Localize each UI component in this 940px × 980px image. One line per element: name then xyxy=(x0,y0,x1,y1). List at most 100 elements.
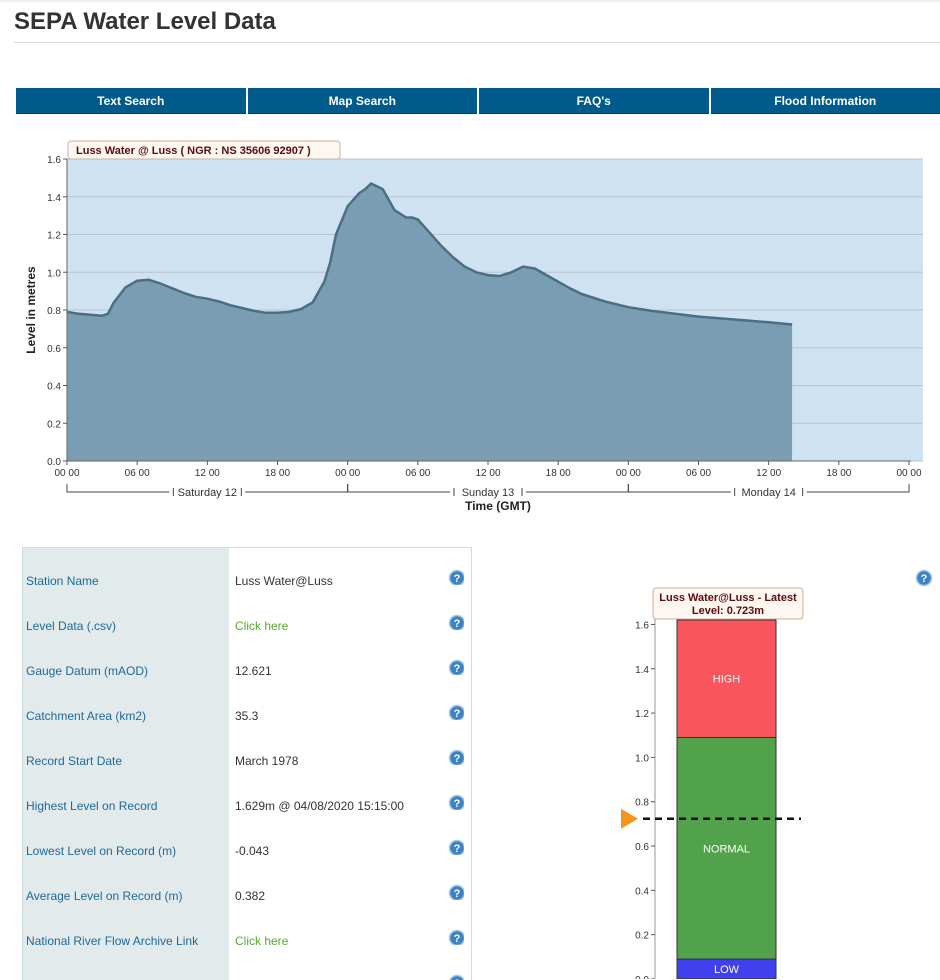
gauge-y-tick-label: 1.6 xyxy=(635,620,649,631)
gauge-y-tick-label: 0.2 xyxy=(635,931,649,942)
latest-level-gauge-chart: 0.00.20.40.60.81.01.21.41.6LOWNORMALHIGH… xyxy=(600,575,940,979)
help-icon[interactable]: ? xyxy=(448,659,464,675)
level-band-label: NORMAL xyxy=(703,843,750,855)
nav-map-search[interactable]: Map Search xyxy=(248,88,478,114)
help-icon-glyph: ? xyxy=(454,573,461,585)
info-row-value: Luss Water@Luss xyxy=(235,559,333,604)
help-icon-glyph: ? xyxy=(454,933,461,945)
gauge-title: Luss Water@Luss - Latest xyxy=(659,592,797,604)
help-icon-glyph: ? xyxy=(454,708,461,720)
page-title: SEPA Water Level Data xyxy=(14,8,276,36)
day-label: Sunday 13 xyxy=(462,487,515,499)
x-tick-label: 06 00 xyxy=(405,468,430,479)
help-icon[interactable]: ? xyxy=(448,749,464,765)
info-row-label: Station Name xyxy=(26,559,99,604)
main-nav: Text Search Map Search FAQ's Flood Infor… xyxy=(16,88,940,114)
day-label: Saturday 12 xyxy=(178,487,237,499)
help-icon[interactable]: ? xyxy=(448,704,464,720)
nav-flood-information[interactable]: Flood Information xyxy=(711,88,940,114)
help-icon[interactable]: ? xyxy=(448,569,464,585)
info-row: Lowest Level on Record (m) -0.043? xyxy=(23,829,471,874)
info-row-value: 35.3 xyxy=(235,694,258,739)
info-row-label: Level Data (.csv) xyxy=(26,604,116,649)
help-icon-glyph: ? xyxy=(454,888,461,900)
help-icon-glyph: ? xyxy=(454,753,461,765)
gauge-y-tick-label: 0.4 xyxy=(635,886,649,897)
gauge-y-tick-label: 0.6 xyxy=(635,842,649,853)
y-axis-title: Level in metres xyxy=(24,266,38,354)
title-divider xyxy=(14,42,940,43)
info-row-label: Gauge Datum (mAOD) xyxy=(26,649,148,694)
help-icon[interactable]: ? xyxy=(448,794,464,810)
help-icon[interactable]: ? xyxy=(450,841,465,856)
help-icon[interactable]: ? xyxy=(450,706,465,721)
help-icon[interactable]: ? xyxy=(448,929,464,945)
info-row-label: Lowest Level on Record (m) xyxy=(26,829,176,874)
help-icon[interactable]: ? xyxy=(448,614,464,630)
gauge-y-tick-label: 1.2 xyxy=(635,709,649,720)
x-tick-label: 00 00 xyxy=(335,468,360,479)
x-tick-label: 00 00 xyxy=(54,468,79,479)
x-tick-label: 18 00 xyxy=(826,468,851,479)
info-row-label: Catchment Area (km2) xyxy=(26,694,146,739)
info-row: Catchment Area (km2) 35.3? xyxy=(23,694,471,739)
gauge-y-tick-label: 0.0 xyxy=(635,975,649,979)
info-row-value: 12.621 xyxy=(235,649,272,694)
click-here-link[interactable]: Click here xyxy=(235,919,288,964)
info-row-label: Highest Level on Record xyxy=(26,784,157,829)
x-tick-label: 18 00 xyxy=(546,468,571,479)
help-icon[interactable]: ? xyxy=(450,931,465,946)
x-tick-label: 06 00 xyxy=(686,468,711,479)
help-icon[interactable]: ? xyxy=(450,796,465,811)
x-tick-label: 06 00 xyxy=(125,468,150,479)
top-border xyxy=(0,0,940,2)
info-row: Station Name Luss Water@Luss? xyxy=(23,559,471,604)
help-icon[interactable]: ? xyxy=(448,839,464,855)
nav-faqs[interactable]: FAQ's xyxy=(479,88,709,114)
help-icon-glyph: ? xyxy=(454,618,461,630)
help-icon[interactable]: ? xyxy=(450,571,465,586)
info-row: Record Start Date March 1978? xyxy=(23,739,471,784)
help-icon-glyph: ? xyxy=(454,663,461,675)
help-icon[interactable]: ? xyxy=(450,751,465,766)
info-row-value: March 1978 xyxy=(235,739,298,784)
x-axis-title: Time (GMT) xyxy=(465,499,531,513)
y-tick-label: 0.4 xyxy=(47,382,61,393)
info-row-value: 0.382 xyxy=(235,874,265,919)
click-here-link[interactable]: Click here xyxy=(235,604,288,649)
info-row: Average Level on Record (m) 0.382? xyxy=(23,874,471,919)
help-icon[interactable]: ? xyxy=(448,974,464,980)
info-row-value: 1.629m @ 04/08/2020 15:15:00 xyxy=(235,784,404,829)
help-icon[interactable]: ? xyxy=(450,661,465,676)
help-icon[interactable]: ? xyxy=(450,616,465,631)
y-tick-label: 0.8 xyxy=(47,306,61,317)
x-tick-label: 00 00 xyxy=(896,468,921,479)
y-tick-label: 0.0 xyxy=(47,457,61,468)
info-row: Gauge Datum (mAOD) 12.621? xyxy=(23,649,471,694)
info-row: Highest Level on Record 1.629m @ 04/08/20… xyxy=(23,784,471,829)
help-icon[interactable]: ? xyxy=(450,976,465,980)
chart-title: Luss Water @ Luss ( NGR : NS 35606 92907… xyxy=(76,145,311,157)
y-tick-label: 1.6 xyxy=(47,155,61,166)
latest-level-marker xyxy=(621,809,638,829)
x-tick-label: 12 00 xyxy=(756,468,781,479)
y-tick-label: 1.4 xyxy=(47,193,61,204)
info-row-label: Record Start Date xyxy=(26,739,122,784)
info-row-value: -0.043 xyxy=(235,829,269,874)
help-icon-glyph: ? xyxy=(454,843,461,855)
y-tick-label: 0.2 xyxy=(47,419,61,430)
level-band-label: LOW xyxy=(714,964,740,976)
y-tick-label: 1.2 xyxy=(47,231,61,242)
help-icon[interactable]: ? xyxy=(450,886,465,901)
station-info-table: Station Name Luss Water@Luss? Level Data (… xyxy=(22,547,472,980)
x-tick-label: 12 00 xyxy=(195,468,220,479)
gauge-y-tick-label: 1.0 xyxy=(635,753,649,764)
day-label: Monday 14 xyxy=(741,487,795,499)
y-tick-label: 1.0 xyxy=(47,268,61,279)
info-row-label: Average Level on Record (m) xyxy=(26,874,183,919)
nav-text-search[interactable]: Text Search xyxy=(16,88,246,114)
level-band-label: HIGH xyxy=(713,674,741,686)
help-icon[interactable]: ? xyxy=(448,884,464,900)
